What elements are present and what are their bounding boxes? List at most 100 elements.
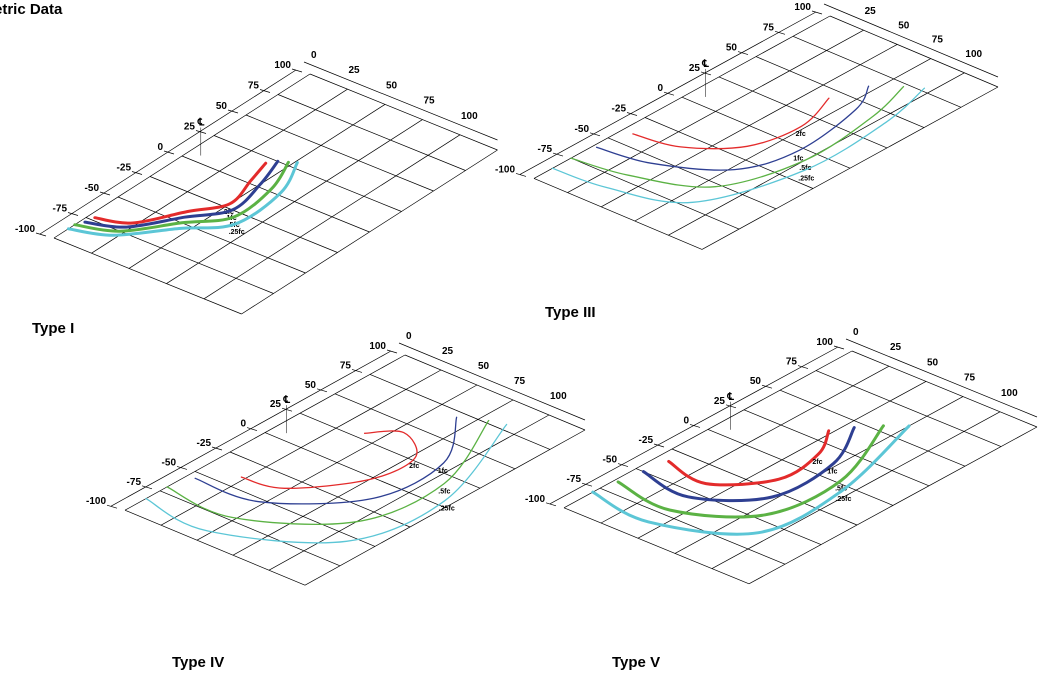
grid-row-line xyxy=(779,389,966,467)
top-axis: 0 25 50 75 100 xyxy=(845,327,1038,418)
left-tick-label: 100 xyxy=(794,2,811,13)
contour-1fc xyxy=(641,426,856,503)
grid-col-line xyxy=(124,354,406,511)
grid-row-line xyxy=(124,509,306,586)
left-tick-label: 0 xyxy=(240,419,246,430)
grid-col-line xyxy=(637,381,927,539)
left-tick-mark xyxy=(163,150,175,155)
grid xyxy=(53,73,498,315)
top-axis-line xyxy=(845,338,1038,418)
grid-col-line xyxy=(748,426,1038,585)
left-tick-label: 25 xyxy=(714,396,726,407)
top-tick-label: 100 xyxy=(965,49,982,60)
grid-row-line xyxy=(194,471,376,547)
left-tick-mark xyxy=(176,466,188,470)
left-tick-mark xyxy=(700,71,712,76)
left-tick-label: -100 xyxy=(495,164,515,175)
contour-0.25fc xyxy=(551,87,926,204)
top-axis-line xyxy=(823,3,999,78)
left-tick-label: -100 xyxy=(15,224,35,235)
left-tick-mark xyxy=(259,89,271,93)
contour-label: .25fc xyxy=(798,175,814,182)
left-tick-label: 75 xyxy=(340,360,352,371)
grid-row-line xyxy=(404,354,586,431)
left-tick-mark xyxy=(35,232,47,237)
contour-label: 2fc xyxy=(812,459,822,466)
contour-2fc xyxy=(632,97,830,150)
centerline-icon: ℄ xyxy=(283,395,291,406)
left-tick-mark xyxy=(351,369,363,373)
grid-col-line xyxy=(196,384,478,541)
panel-0: 02550751001007550250-25-50-75-100℄2fc1fc… xyxy=(15,50,498,337)
top-tick-label: 100 xyxy=(461,111,478,122)
top-tick-label: 75 xyxy=(514,376,526,387)
left-tick-label: -25 xyxy=(612,104,627,115)
grid-row-line xyxy=(277,94,466,171)
left-tick-mark xyxy=(281,407,293,412)
grid-row-line xyxy=(213,135,402,212)
top-tick-label: 50 xyxy=(927,357,939,368)
grid-col-line xyxy=(711,411,1001,569)
grid-row-line xyxy=(264,432,446,508)
left-tick-mark xyxy=(689,424,701,428)
grid-col-line xyxy=(160,369,442,526)
grid xyxy=(124,354,586,586)
left-tick-mark xyxy=(552,152,564,157)
contour-2fc xyxy=(240,430,418,489)
centerline-icon: ℄ xyxy=(197,118,205,129)
grid-col-line xyxy=(304,429,586,586)
top-tick-label: 100 xyxy=(550,391,567,402)
top-axis: 0 25 50 75 100 xyxy=(303,50,498,141)
contour-0.25fc xyxy=(66,161,299,237)
left-axis: 100 75 50 25 0 -25 -50 -75 -100 xyxy=(86,341,398,509)
left-tick-mark xyxy=(316,388,328,393)
grid-row-line xyxy=(671,448,858,526)
left-tick-mark xyxy=(725,404,737,409)
left-tick-label: 100 xyxy=(369,341,386,352)
top-tick-label: 0 xyxy=(831,0,837,3)
grid-row-line xyxy=(792,35,962,108)
left-tick-mark xyxy=(211,446,223,451)
left-tick-mark xyxy=(626,112,638,116)
grid-row-line xyxy=(815,370,1002,447)
grid-row-line xyxy=(707,429,894,506)
left-tick-mark xyxy=(617,463,629,467)
centerline-icon: ℄ xyxy=(701,59,709,70)
centerline-icon: ℄ xyxy=(726,392,734,403)
top-axis: 0 25 50 75 100 xyxy=(823,0,999,78)
left-tick-label: 100 xyxy=(816,337,833,348)
grid-row-line xyxy=(334,393,516,470)
left-tick-label: 50 xyxy=(750,376,762,387)
left-axis: 100 75 50 25 0 -25 -50 -75 -100 xyxy=(525,337,845,507)
left-tick-mark xyxy=(811,10,823,15)
left-tick-label: -75 xyxy=(567,474,582,485)
left-axis: 100 75 50 25 0 -25 -50 -75 -100 xyxy=(495,2,823,177)
left-tick-label: -75 xyxy=(127,477,142,488)
grid-row-line xyxy=(245,114,434,192)
left-tick-mark xyxy=(131,171,143,175)
grid-row-line xyxy=(309,73,498,151)
contour-0.5fc xyxy=(570,85,905,188)
top-tick-label: 50 xyxy=(898,20,910,31)
top-tick-label: 0 xyxy=(406,331,412,342)
left-tick-label: -100 xyxy=(86,496,106,507)
left-tick-label: 25 xyxy=(270,399,282,410)
left-tick-mark xyxy=(99,191,111,196)
left-tick-mark xyxy=(589,132,601,137)
left-tick-label: 0 xyxy=(657,83,663,94)
contour-2fc xyxy=(667,429,831,487)
contour-label: .5fc xyxy=(799,165,811,172)
contour-1fc xyxy=(595,85,870,171)
contour-label: .5fc xyxy=(438,489,450,496)
top-axis: 0 25 50 75 100 xyxy=(398,331,586,421)
left-tick-label: 25 xyxy=(184,122,196,133)
grid-row-line xyxy=(149,176,338,253)
top-tick-label: 50 xyxy=(478,361,490,372)
left-tick-label: 75 xyxy=(763,22,775,33)
left-tick-label: 75 xyxy=(248,81,260,92)
grid-col-line xyxy=(241,149,498,315)
left-tick-mark xyxy=(545,502,557,507)
left-tick-label: 50 xyxy=(726,43,738,54)
grid-col-line xyxy=(563,350,853,509)
